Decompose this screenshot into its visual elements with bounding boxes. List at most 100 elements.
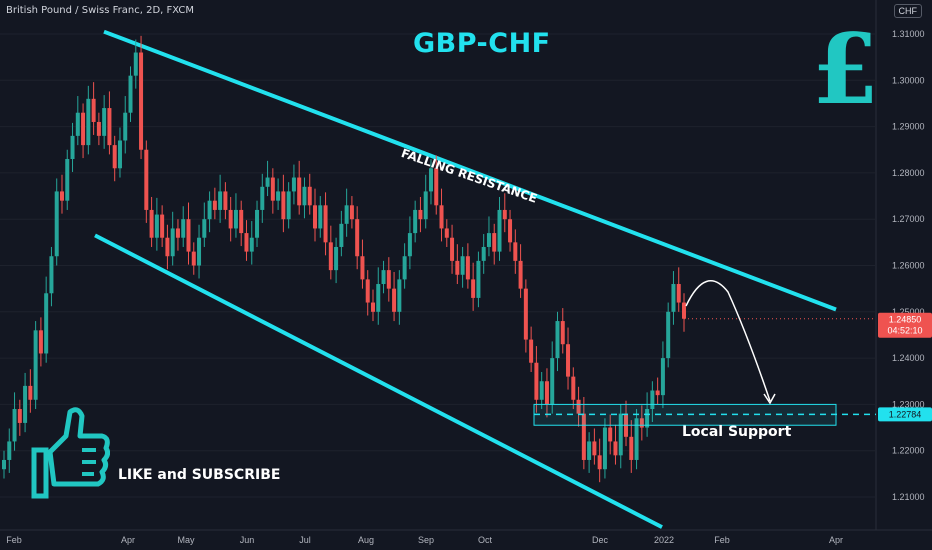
candle xyxy=(160,205,165,247)
candle xyxy=(360,239,365,289)
candle xyxy=(218,174,223,223)
candle xyxy=(96,112,101,146)
candle xyxy=(465,243,470,289)
candle-body xyxy=(65,159,70,201)
candle xyxy=(481,234,486,274)
candle-body xyxy=(671,284,676,312)
candle xyxy=(613,424,618,465)
candle xyxy=(370,289,375,322)
candle-body xyxy=(91,98,96,122)
candle xyxy=(70,122,75,172)
candle xyxy=(65,149,70,210)
candle xyxy=(286,182,291,229)
candle xyxy=(223,182,228,220)
candle-body xyxy=(323,205,328,243)
candle xyxy=(523,279,528,353)
candle-body xyxy=(355,219,360,257)
candle-body xyxy=(86,98,91,146)
candle xyxy=(534,346,539,413)
candle-body xyxy=(508,219,513,243)
candle-body xyxy=(439,205,444,229)
candle xyxy=(486,216,491,257)
candle-body xyxy=(534,362,539,400)
candle xyxy=(555,311,560,372)
candle xyxy=(23,372,28,433)
candle-body xyxy=(17,409,22,423)
candle-body xyxy=(218,191,223,210)
candle-body xyxy=(12,409,17,442)
candle-body xyxy=(128,75,133,113)
time-tick-label: Apr xyxy=(829,535,843,545)
candle xyxy=(255,200,260,247)
candle xyxy=(344,188,349,237)
candle xyxy=(576,386,581,427)
projection-arrow xyxy=(685,280,771,402)
candle xyxy=(676,267,681,312)
candle xyxy=(318,196,323,238)
candle xyxy=(539,371,544,410)
candle-body xyxy=(518,260,523,289)
candle-body xyxy=(175,228,180,238)
candle-body xyxy=(676,284,681,303)
candle-body xyxy=(133,52,138,76)
price-tick-label: 1.22000 xyxy=(892,446,925,456)
candle xyxy=(81,103,86,159)
candle xyxy=(502,193,507,233)
candle xyxy=(618,404,623,469)
price-axis[interactable]: 1.21000 1.22000 1.23000 1.24000 1.25000 1.260… xyxy=(878,29,932,502)
time-tick-label: Dec xyxy=(592,535,609,545)
candle xyxy=(334,237,339,284)
candle-body xyxy=(497,209,502,252)
candle xyxy=(560,308,565,354)
candle-body xyxy=(539,381,544,400)
candle xyxy=(154,197,159,251)
candle-body xyxy=(223,191,228,210)
candle xyxy=(629,420,634,473)
candle-body xyxy=(339,223,344,247)
candle xyxy=(2,450,6,479)
candle-body xyxy=(328,242,333,271)
candle-body xyxy=(428,168,433,192)
candle xyxy=(207,191,212,233)
candle xyxy=(608,414,613,455)
candle xyxy=(592,428,597,465)
candle xyxy=(91,82,96,135)
candle-body xyxy=(576,399,581,414)
candle xyxy=(102,95,107,149)
candle xyxy=(276,178,281,210)
candle xyxy=(587,432,592,473)
candle-body xyxy=(645,409,650,428)
candle-body xyxy=(191,251,196,266)
candle xyxy=(439,188,444,242)
candle-body xyxy=(492,233,497,252)
price-tick-label: 1.21000 xyxy=(892,492,925,502)
candle-body xyxy=(260,186,265,210)
candle-body xyxy=(318,205,323,229)
candle-body xyxy=(81,112,86,146)
time-axis[interactable]: Feb Apr May Jun Jul Aug Sep Oct Dec 2022 Feb Apr xyxy=(6,535,843,545)
candle-body xyxy=(471,279,476,298)
candle xyxy=(75,96,80,146)
candle-body xyxy=(344,205,349,224)
candle xyxy=(7,428,12,473)
candle-body xyxy=(139,52,144,150)
candle-body xyxy=(307,186,312,206)
last-price-badge xyxy=(878,312,932,338)
candle-body xyxy=(286,191,291,220)
currency-button[interactable]: CHF xyxy=(893,4,922,18)
candle xyxy=(239,200,244,247)
candle xyxy=(355,206,360,270)
candle-body xyxy=(423,191,428,220)
projection-arrowhead xyxy=(763,393,776,405)
chart-title: GBP-CHF xyxy=(413,28,551,59)
support-level-badge xyxy=(878,407,932,422)
candle xyxy=(44,276,49,363)
candle-body xyxy=(444,228,449,238)
candle-body xyxy=(302,186,307,206)
candle-body xyxy=(70,135,75,160)
price-tick-label: 1.26000 xyxy=(892,261,925,271)
candle-body xyxy=(54,191,59,257)
candle xyxy=(107,91,112,155)
candle xyxy=(492,223,497,265)
